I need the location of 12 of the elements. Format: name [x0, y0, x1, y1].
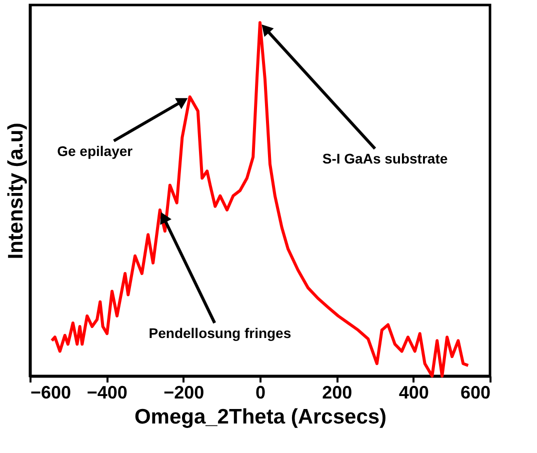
x-tick-label: 200	[322, 382, 352, 402]
x-tick-label: 0	[255, 382, 266, 402]
annotation: Pendellosung fringes	[148, 324, 292, 341]
y-axis-title: Intensity (a.u)	[4, 122, 28, 260]
x-tick-label: 400	[398, 382, 429, 402]
x-axis-title: Omega_2Theta (Arcsecs)	[134, 406, 387, 428]
x-tick-label: −400	[86, 382, 128, 402]
x-tick-label: −600	[30, 382, 72, 402]
x-tick-label: −200	[164, 382, 204, 402]
annotation: Ge epilayer	[57, 142, 134, 159]
x-tick-label: 600	[460, 382, 490, 402]
annotation: S-I GaAs substrate	[322, 150, 448, 167]
